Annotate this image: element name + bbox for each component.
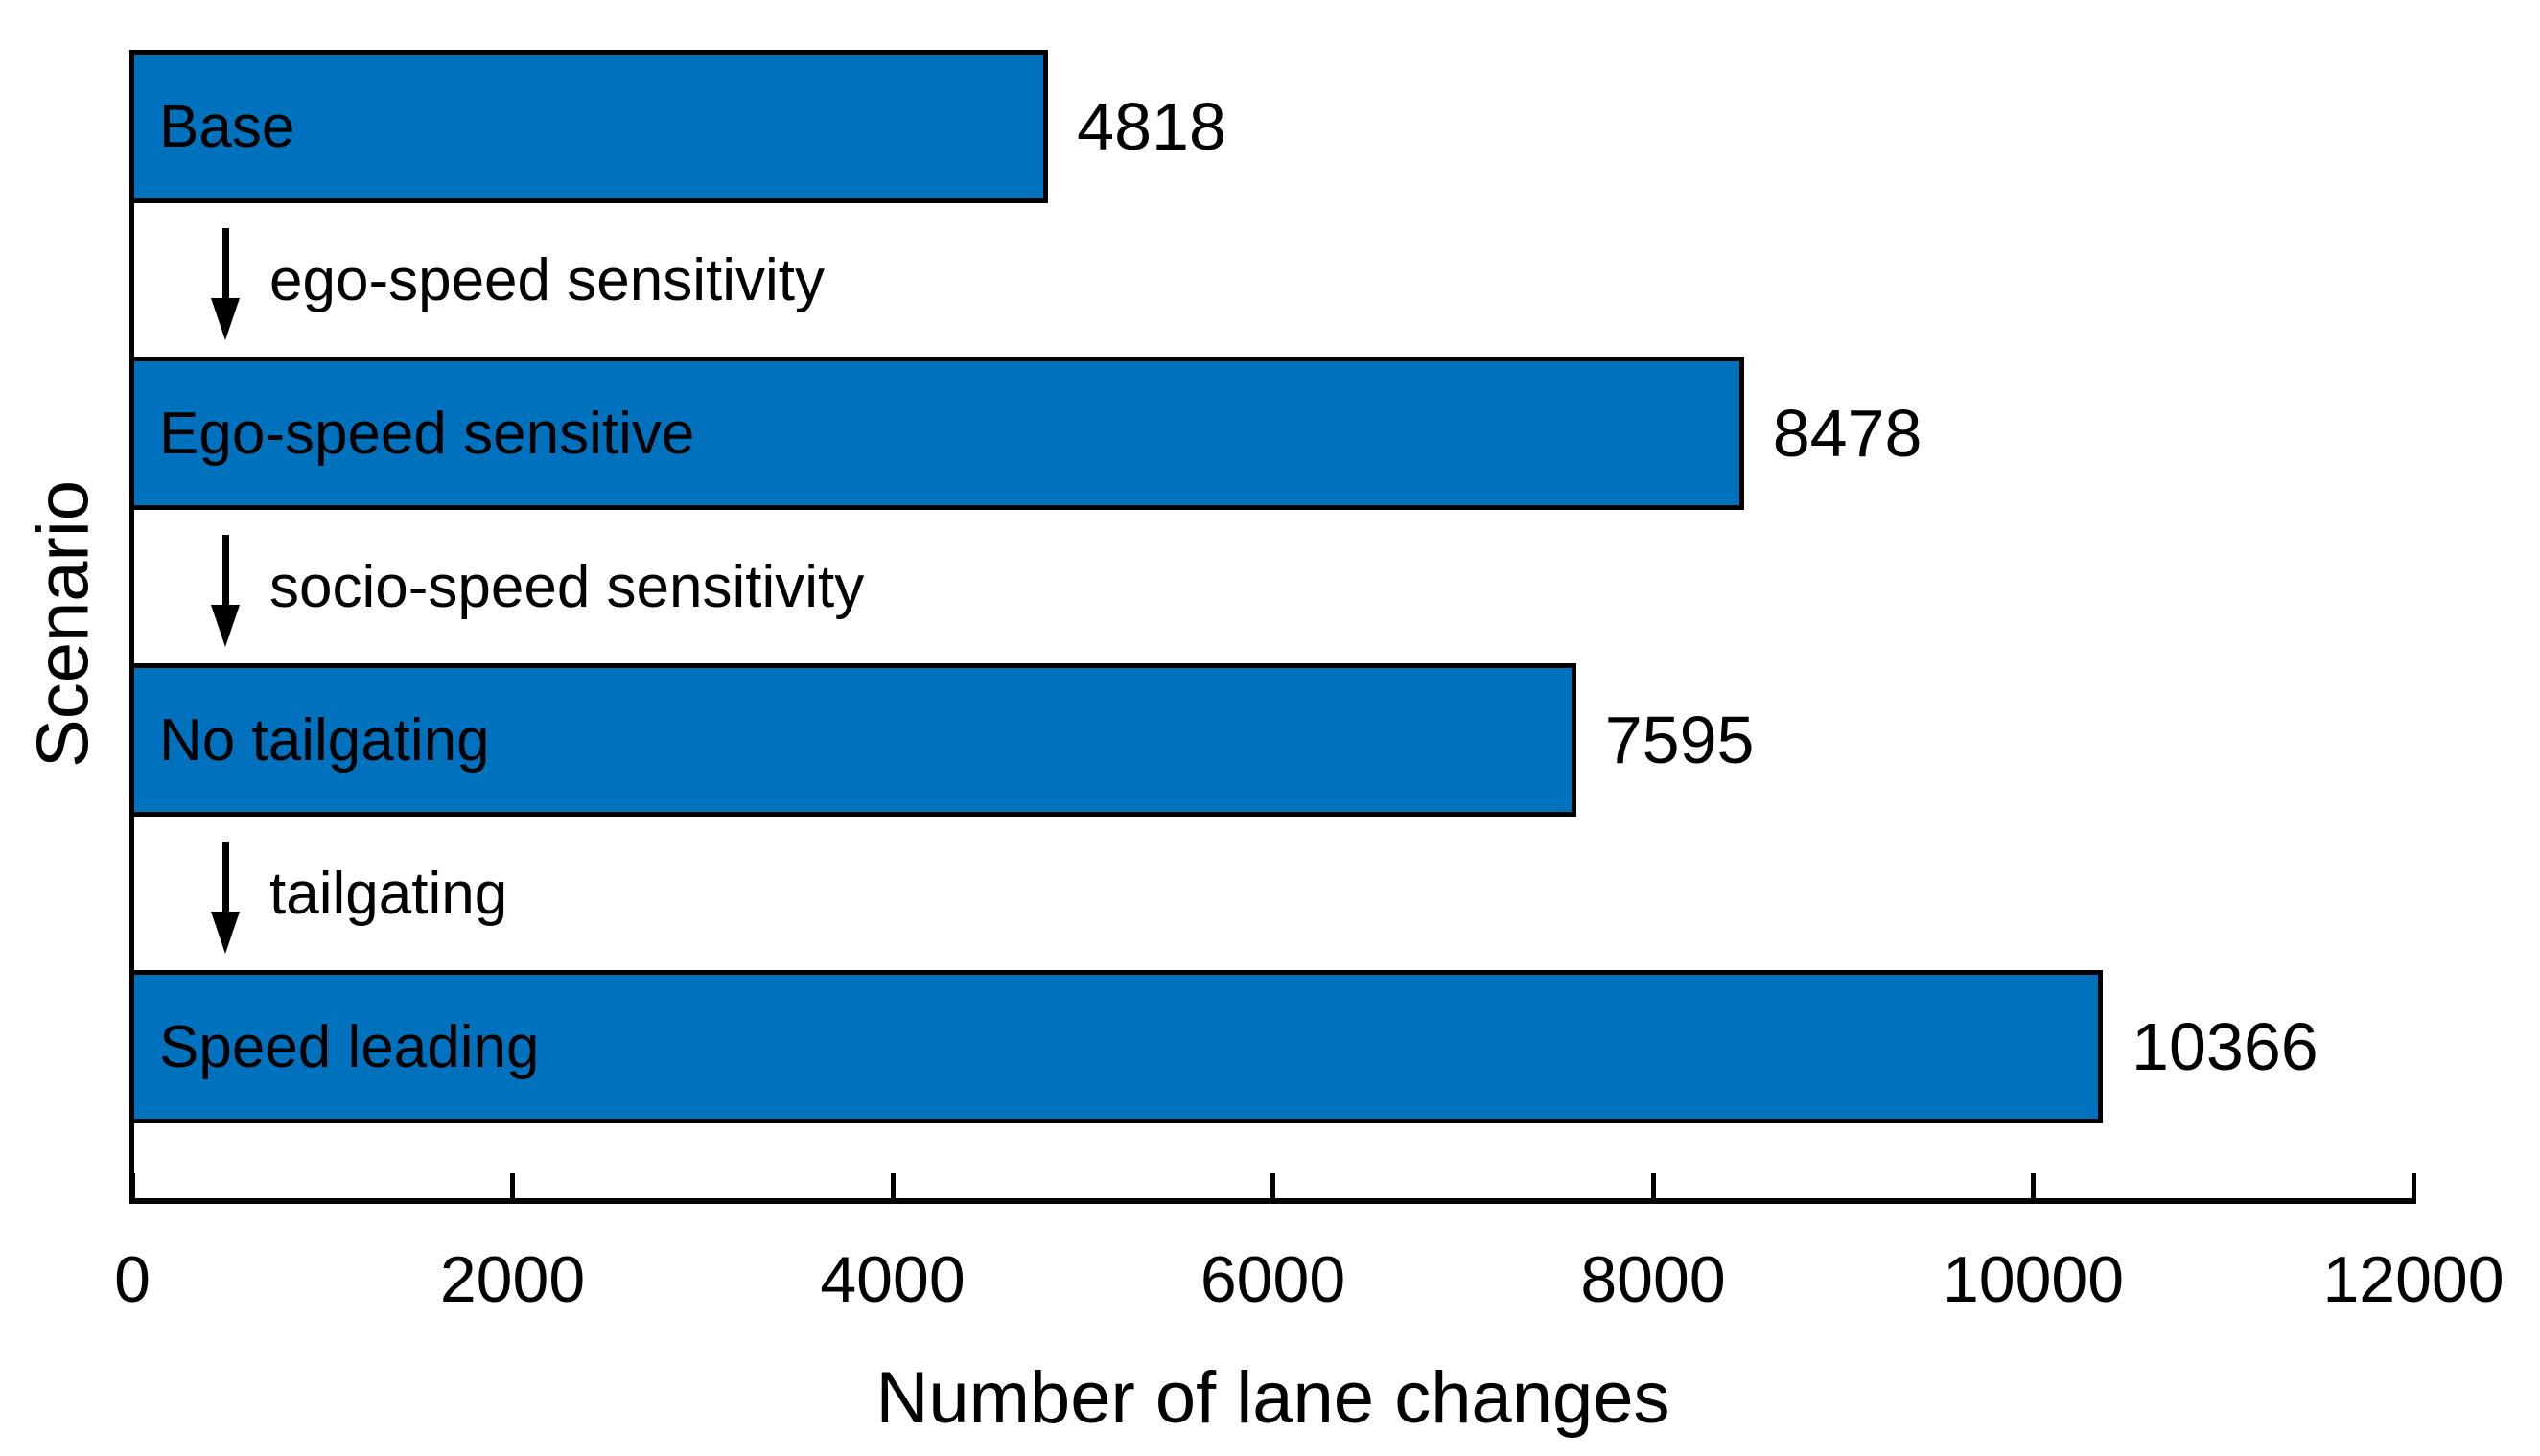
x-axis-tick	[2031, 1173, 2036, 1198]
bar-value-label: 10366	[2132, 1009, 2319, 1084]
bar-value-label: 8478	[1772, 396, 1922, 471]
down-arrow-icon	[221, 842, 229, 913]
bar-category-label: Ego-speed sensitive	[159, 400, 695, 467]
x-axis-tick	[890, 1173, 896, 1198]
down-arrow-icon	[221, 535, 229, 607]
bar-ego-speed-sensitive	[129, 357, 1744, 510]
bar-base	[129, 50, 1049, 203]
x-axis-tick	[129, 1173, 135, 1198]
x-axis-tick-label: 10000	[1942, 1243, 2125, 1316]
bar-category-label: Speed leading	[159, 1013, 540, 1080]
x-axis-tick-label: 8000	[1580, 1243, 1726, 1316]
bar-value-label: 7595	[1604, 703, 1755, 777]
x-axis-tick	[2411, 1173, 2416, 1198]
bar-speed-leading	[129, 970, 2104, 1123]
annotation-label: tailgating	[269, 860, 508, 927]
x-axis-tick	[1650, 1173, 1656, 1198]
x-axis-line	[129, 1198, 2416, 1204]
y-axis-line	[129, 50, 134, 1204]
bar-value-label: 4818	[1077, 89, 1226, 164]
x-axis-tick-label: 4000	[820, 1243, 966, 1316]
x-axis-label: Number of lane changes	[875, 1357, 1670, 1439]
down-arrow-head-icon	[211, 912, 240, 954]
annotation-label: socio-speed sensitivity	[269, 553, 865, 620]
x-axis-tick	[510, 1173, 515, 1198]
x-axis-tick-label: 0	[114, 1243, 151, 1316]
bar-no-tailgating	[129, 663, 1576, 817]
down-arrow-head-icon	[211, 605, 240, 647]
x-axis-tick-label: 12000	[2322, 1243, 2505, 1316]
x-axis-tick	[1270, 1173, 1275, 1198]
x-axis-tick-label: 2000	[439, 1243, 586, 1316]
bar-category-label: Base	[159, 93, 295, 160]
down-arrow-icon	[221, 228, 229, 300]
annotation-label: ego-speed sensitivity	[269, 246, 825, 313]
bar-category-label: No tailgating	[159, 706, 490, 774]
y-axis-label: Scenario	[22, 480, 105, 768]
x-axis-tick-label: 6000	[1200, 1243, 1346, 1316]
down-arrow-head-icon	[211, 298, 240, 340]
